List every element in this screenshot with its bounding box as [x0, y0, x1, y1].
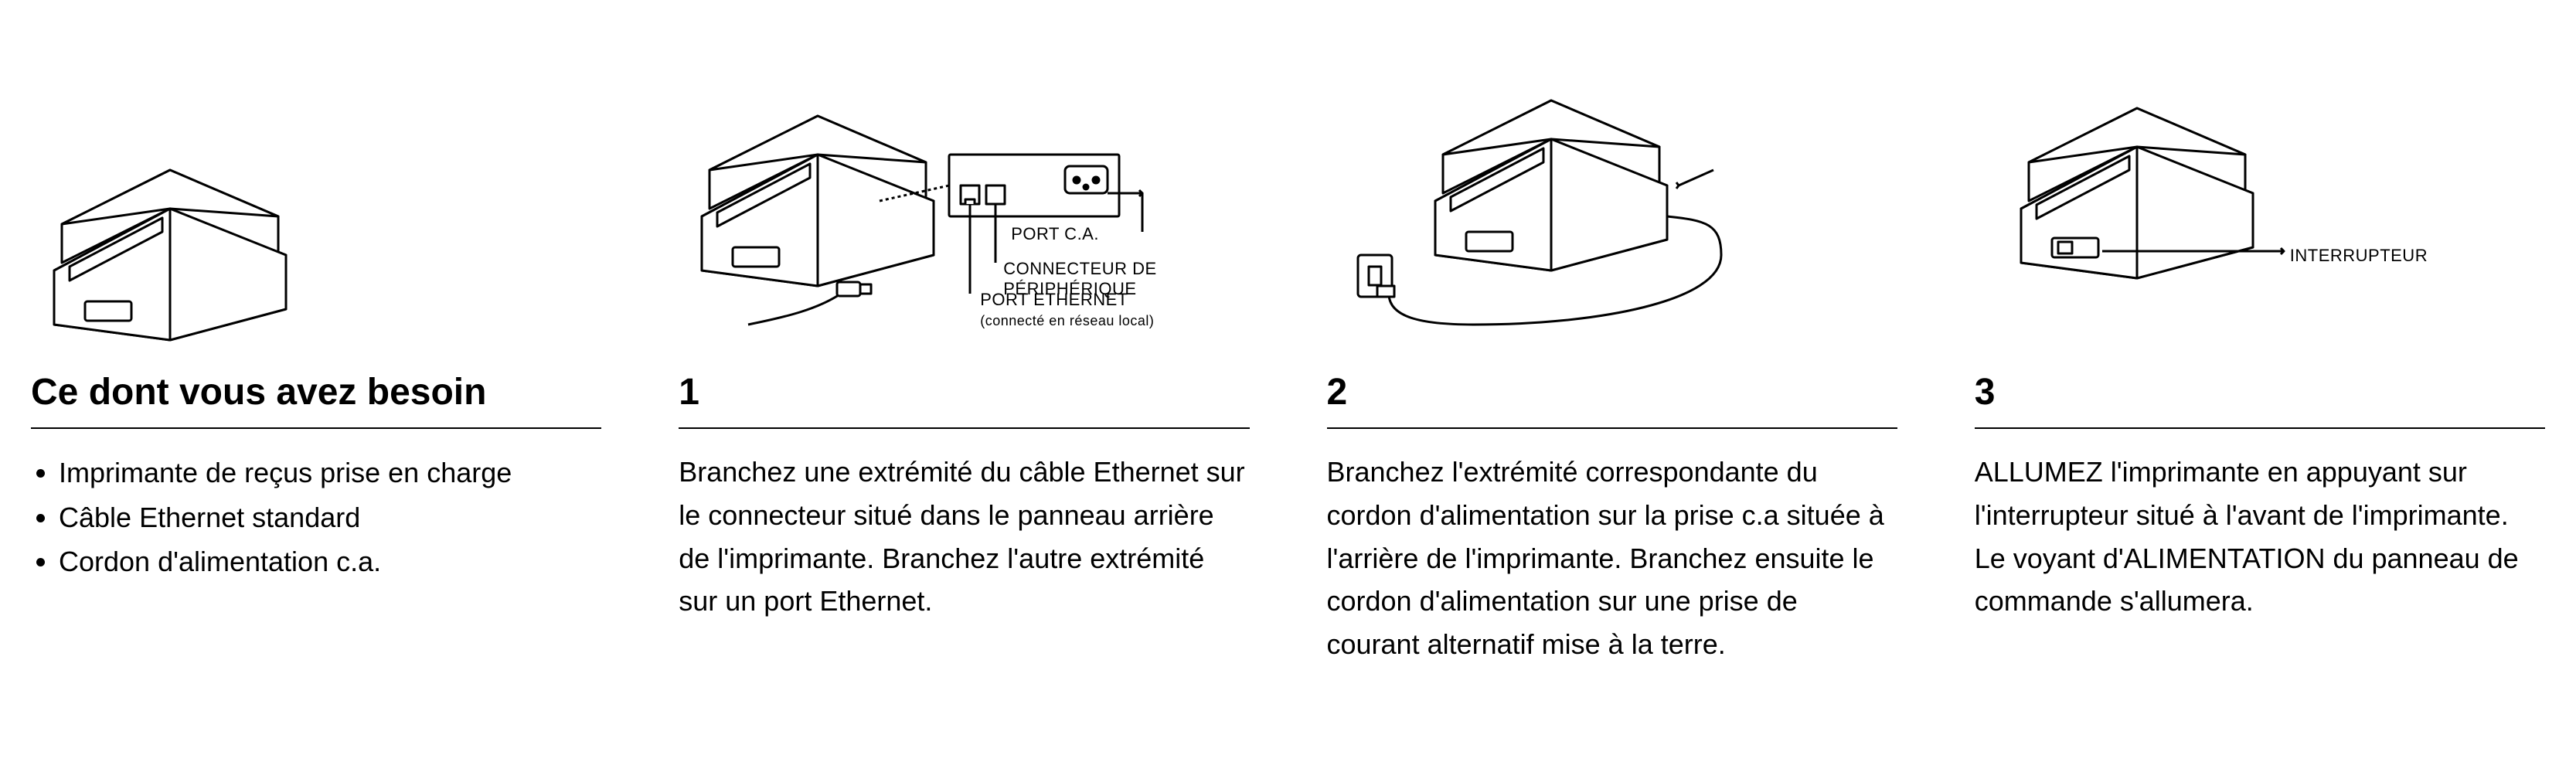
bullet-item: Câble Ethernet standard [59, 495, 601, 540]
bullet-item: Cordon d'alimentation c.a. [59, 539, 601, 584]
step-2-number: 2 [1327, 371, 1897, 429]
step-1-column: PORT C.A. CONNECTEUR DE PÉRIPHÉRIQUE POR… [679, 46, 1249, 666]
callout-port-ethernet-sub: (connecté en réseau local) [980, 313, 1154, 328]
step-2-illustration [1327, 46, 1897, 371]
callout-interrupteur: INTERRUPTEUR [2290, 246, 2428, 266]
step-3-illustration: INTERRUPTEUR [1975, 46, 2545, 371]
step-1-illustration: PORT C.A. CONNECTEUR DE PÉRIPHÉRIQUE POR… [679, 46, 1249, 371]
bullet-item: Imprimante de reçus prise en charge [59, 451, 601, 495]
callout-port-ca: PORT C.A. [1011, 224, 1099, 244]
intro-bullets: Imprimante de reçus prise en charge Câbl… [31, 451, 601, 584]
printer-switch-icon [1975, 39, 2438, 348]
step-2-column: 2 Branchez l'extrémité correspondante du… [1327, 46, 1897, 666]
step-3-column: INTERRUPTEUR 3 ALLUMEZ l'imprimante en a… [1975, 46, 2545, 666]
step-1-body: Branchez une extrémité du câble Ethernet… [679, 451, 1249, 623]
callout-port-ethernet: PORT ETHERNET (connecté en réseau local) [980, 290, 1154, 330]
step-3-number: 3 [1975, 371, 2545, 429]
callout-port-ethernet-label: PORT ETHERNET [980, 290, 1128, 309]
printer-power-icon [1327, 39, 1791, 348]
step-1-number: 1 [679, 371, 1249, 429]
intro-illustration [31, 46, 601, 371]
intro-column: Ce dont vous avez besoin Imprimante de r… [31, 46, 601, 666]
instruction-row: Ce dont vous avez besoin Imprimante de r… [31, 46, 2545, 666]
step-3-body: ALLUMEZ l'imprimante en appuyant sur l'i… [1975, 451, 2545, 623]
printer-icon [31, 131, 309, 348]
step-2-body: Branchez l'extrémité correspondante du c… [1327, 451, 1897, 666]
intro-heading: Ce dont vous avez besoin [31, 371, 601, 429]
